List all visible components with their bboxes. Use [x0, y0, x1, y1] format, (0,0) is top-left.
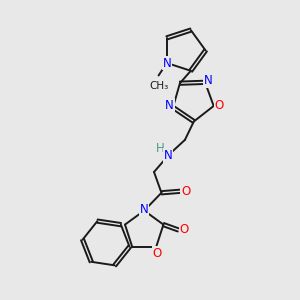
Text: N: N	[140, 202, 148, 216]
Text: O: O	[153, 247, 162, 260]
Text: O: O	[180, 224, 189, 236]
Text: N: N	[163, 56, 171, 70]
Text: CH₃: CH₃	[149, 81, 168, 91]
Text: N: N	[204, 74, 213, 87]
Text: N: N	[164, 149, 173, 162]
Text: N: N	[165, 99, 174, 112]
Text: H: H	[156, 142, 164, 155]
Text: O: O	[214, 100, 224, 112]
Text: O: O	[181, 185, 190, 198]
